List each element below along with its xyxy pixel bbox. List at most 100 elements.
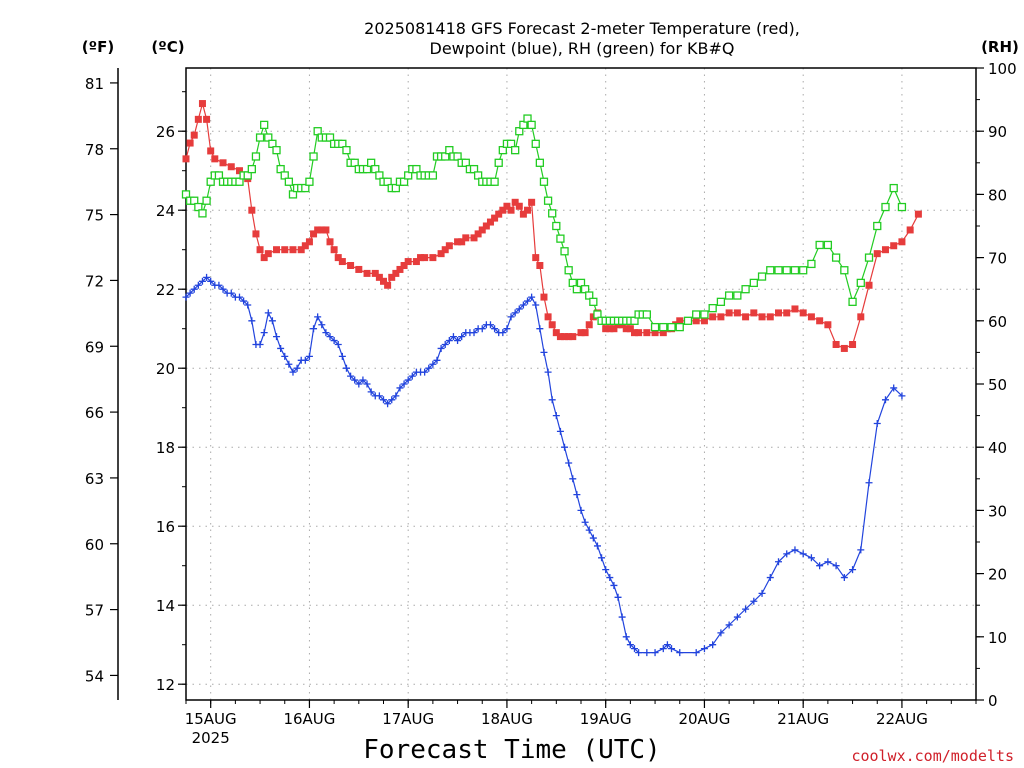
celsius-tick-label: 12 xyxy=(156,676,175,694)
dewpoint-point xyxy=(581,518,589,526)
temperature-point xyxy=(482,222,490,230)
dewpoint-point xyxy=(898,392,906,400)
temperature-point xyxy=(503,202,511,210)
temperature-point xyxy=(840,344,848,352)
dewpoint-point xyxy=(849,566,857,574)
dewpoint-point xyxy=(873,420,881,427)
temperature-point xyxy=(334,254,342,262)
temperature-point xyxy=(445,242,453,250)
dewpoint-point xyxy=(227,289,235,297)
temperature-point xyxy=(676,317,684,325)
temperature-point xyxy=(458,238,466,246)
rh-point xyxy=(757,272,767,281)
rh-point xyxy=(848,297,857,306)
dewpoint-point xyxy=(408,372,416,380)
dewpoint-point xyxy=(540,348,548,356)
x-tick-sublabel: 2025 xyxy=(192,729,230,747)
dewpoint-point xyxy=(186,289,194,297)
rh-point xyxy=(251,152,261,161)
rh-tick-label: 30 xyxy=(988,502,1007,520)
temperature-point xyxy=(375,273,383,281)
dewpoint-point xyxy=(766,574,774,582)
temperature-point xyxy=(635,329,643,337)
temperature-point xyxy=(881,246,889,254)
dewpoint-point xyxy=(676,649,684,657)
temperature-point xyxy=(807,313,815,321)
dewpoint-point xyxy=(643,649,651,657)
dewpoint-point xyxy=(281,352,289,360)
rh-tick-label: 90 xyxy=(988,123,1007,141)
dewpoint-point xyxy=(235,293,243,301)
dewpoint-point xyxy=(499,329,507,337)
temperature-point xyxy=(528,198,536,206)
temperature-point xyxy=(235,167,243,175)
dewpoint-point xyxy=(322,329,330,337)
rh-point xyxy=(309,152,318,161)
dewpoint-point xyxy=(536,325,544,333)
temperature-point xyxy=(692,317,700,325)
dewpoint-point xyxy=(824,558,832,566)
temperature-point xyxy=(330,246,338,254)
dewpoint-point xyxy=(622,633,630,641)
temperature-point xyxy=(532,254,540,262)
dewpoint-point xyxy=(881,396,889,404)
dewpoint-point xyxy=(355,380,363,388)
temperature-point xyxy=(775,309,782,317)
dewpoint-point xyxy=(614,593,622,601)
rh-point xyxy=(840,266,849,275)
dewpoint-point xyxy=(198,277,206,285)
dewpoint-point xyxy=(569,475,577,483)
rh-point xyxy=(650,322,660,332)
temperature-point xyxy=(421,254,429,262)
dewpoint-point xyxy=(326,333,334,341)
rh-point xyxy=(490,177,499,186)
rh-tick-label: 100 xyxy=(988,60,1017,78)
data-series xyxy=(181,100,922,657)
temperature-point xyxy=(491,214,499,222)
dewpoint-point xyxy=(733,613,741,621)
fahrenheit-tick-label: 69 xyxy=(85,338,104,356)
dewpoint-point xyxy=(857,546,865,554)
dewpoint-point xyxy=(264,309,272,317)
dewpoint-point xyxy=(630,645,638,653)
temperature-point xyxy=(203,115,211,123)
celsius-unit-label: (ºC) xyxy=(151,38,184,56)
dewpoint-point xyxy=(445,337,453,345)
rh-point xyxy=(198,209,207,218)
temperature-point xyxy=(404,258,412,266)
dewpoint-point xyxy=(544,368,552,376)
dewpoint-point xyxy=(524,297,532,305)
temperature-point xyxy=(207,147,215,155)
temperature-point xyxy=(581,329,589,337)
temperature-point xyxy=(289,246,297,254)
dewpoint-point xyxy=(449,333,457,341)
dewpoint-point xyxy=(528,293,536,301)
chart-title-line1: 2025081418 GFS Forecast 2-meter Temperat… xyxy=(364,19,800,38)
dewpoint-point xyxy=(816,562,824,570)
x-tick-label: 21AUG xyxy=(777,710,829,728)
temperature-point xyxy=(462,234,470,242)
x-tick-label: 16AUG xyxy=(283,710,335,728)
dewpoint-point xyxy=(832,562,840,570)
temperature-point xyxy=(630,329,638,337)
temperature-point xyxy=(227,163,235,171)
dewpoint-point xyxy=(194,281,202,289)
temperature-point xyxy=(816,317,824,325)
temperature-point xyxy=(478,226,486,234)
rh-tick-label: 20 xyxy=(988,566,1007,584)
temperature-point xyxy=(281,246,289,254)
rh-point xyxy=(548,209,557,218)
x-tick-label: 18AUG xyxy=(481,710,533,728)
temperature-point xyxy=(622,325,630,333)
celsius-tick-label: 24 xyxy=(156,202,175,220)
celsius-tick-label: 26 xyxy=(156,123,175,141)
dewpoint-point xyxy=(598,554,606,562)
dewpoint-point xyxy=(421,368,429,376)
dewpoint-point xyxy=(577,506,585,514)
rh-point xyxy=(683,316,693,325)
dewpoint-point xyxy=(240,297,248,305)
rh-tick-label: 70 xyxy=(988,250,1007,268)
rh-point xyxy=(255,133,265,142)
temperature-point xyxy=(347,262,355,269)
